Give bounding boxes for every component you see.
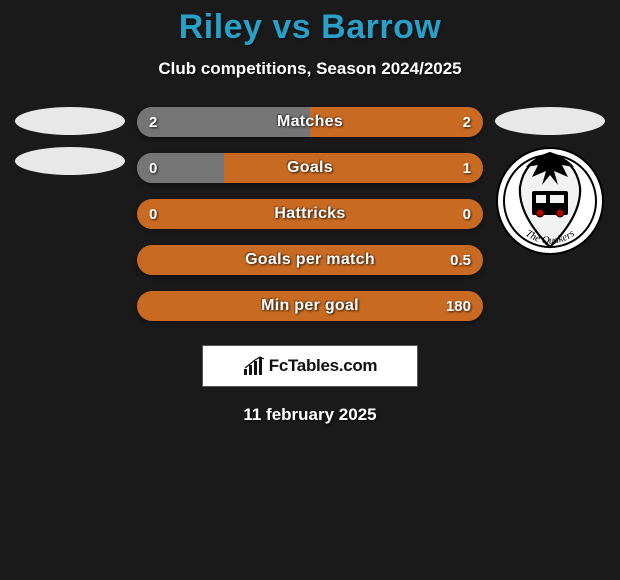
stat-label: Goals per match — [137, 245, 483, 275]
club-badge: The Quakers — [496, 147, 604, 255]
player-placeholder-ellipse — [495, 107, 605, 135]
stat-label: Hattricks — [137, 199, 483, 229]
player-placeholder-ellipse — [15, 147, 125, 175]
stat-label: Goals — [137, 153, 483, 183]
stat-right-value: 0 — [463, 199, 471, 229]
stat-label: Matches — [137, 107, 483, 137]
stat-bar: 2Matches2 — [137, 107, 483, 137]
stat-right-value: 180 — [446, 291, 471, 321]
stat-bar: 0Goals1 — [137, 153, 483, 183]
stat-bars: 2Matches20Goals10Hattricks0Goals per mat… — [137, 107, 483, 321]
page-title: Riley vs Barrow — [179, 8, 442, 47]
brand-name: FcTables.com — [269, 356, 378, 376]
stat-right-value: 2 — [463, 107, 471, 137]
stat-bar: Goals per match0.5 — [137, 245, 483, 275]
stat-label: Min per goal — [137, 291, 483, 321]
stat-bar: 0Hattricks0 — [137, 199, 483, 229]
left-player-column — [11, 107, 129, 175]
stat-right-value: 1 — [463, 153, 471, 183]
date-label: 11 february 2025 — [243, 405, 376, 425]
player-placeholder-ellipse — [15, 107, 125, 135]
attribution-box: FcTables.com — [202, 345, 418, 387]
bar-chart-icon — [243, 356, 265, 376]
stats-area: 2Matches20Goals10Hattricks0Goals per mat… — [0, 107, 620, 321]
stat-bar: Min per goal180 — [137, 291, 483, 321]
right-player-column: The Quakers — [491, 107, 609, 255]
subtitle: Club competitions, Season 2024/2025 — [158, 59, 461, 79]
stat-right-value: 0.5 — [450, 245, 471, 275]
